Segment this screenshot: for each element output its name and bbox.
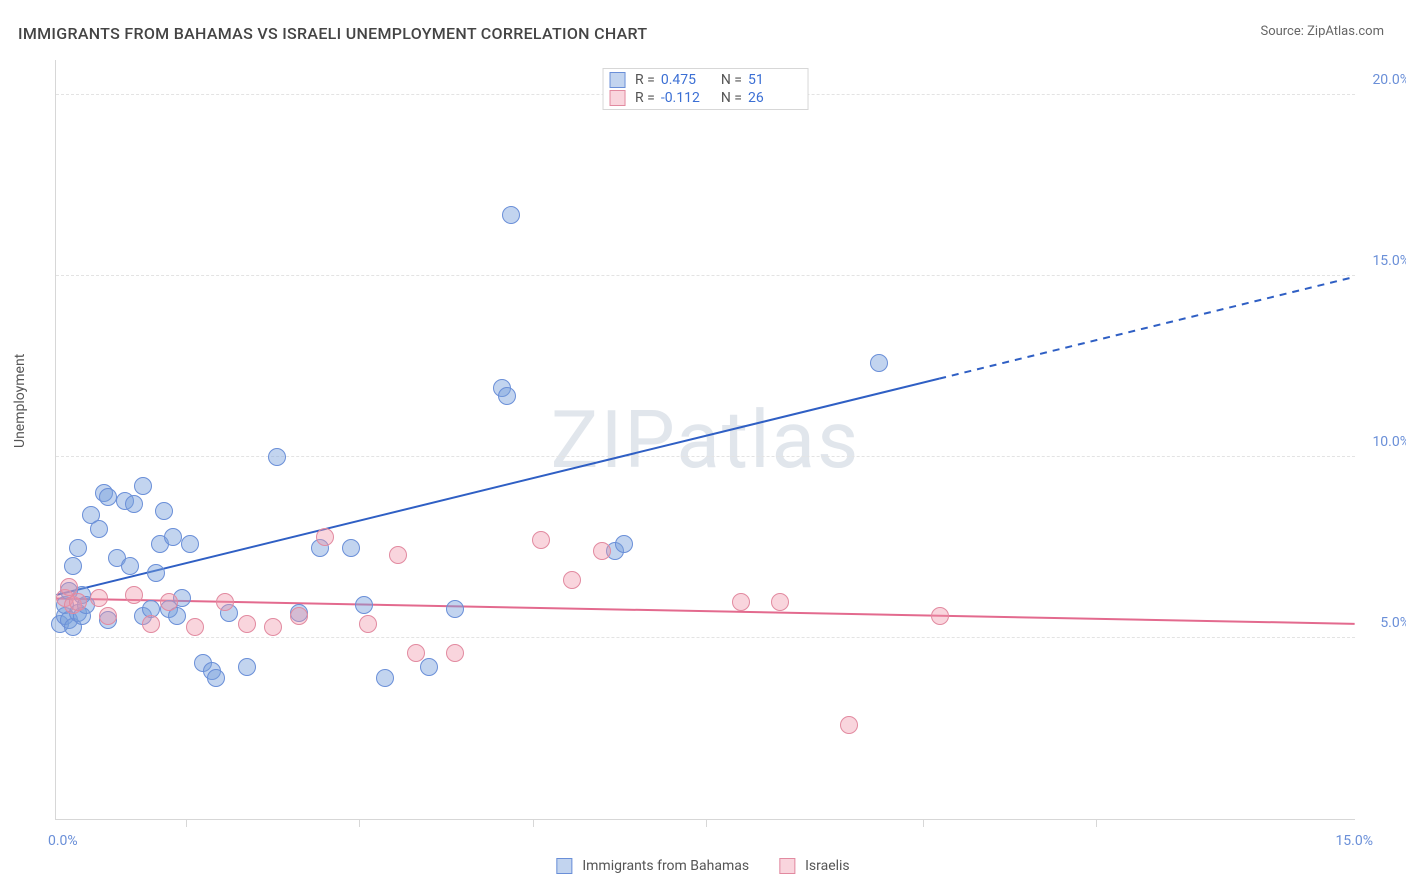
legend-R-label: R = <box>635 72 655 88</box>
trendline-bahamas <box>56 379 939 595</box>
legend-stat-row-israelis: R = -0.112 N = 26 <box>609 89 802 107</box>
watermark-text: ZIPatlas <box>551 393 861 487</box>
data-point-israelis <box>99 607 117 625</box>
data-point-israelis <box>563 571 581 589</box>
data-point-israelis <box>316 528 334 546</box>
x-tick <box>359 819 360 827</box>
gridline <box>56 637 1355 638</box>
data-point-bahamas <box>870 354 888 372</box>
gridline <box>56 456 1355 457</box>
data-point-israelis <box>593 542 611 560</box>
data-point-bahamas <box>342 539 360 557</box>
legend-item-bahamas: Immigrants from Bahamas <box>556 858 749 874</box>
data-point-israelis <box>142 615 160 633</box>
data-point-israelis <box>389 546 407 564</box>
data-point-israelis <box>90 589 108 607</box>
data-point-bahamas <box>64 557 82 575</box>
gridline <box>56 275 1355 276</box>
y-axis-label: Unemployment <box>12 354 28 448</box>
data-point-israelis <box>160 593 178 611</box>
data-point-bahamas <box>134 477 152 495</box>
data-point-bahamas <box>268 448 286 466</box>
legend-swatch-bahamas <box>556 858 572 874</box>
data-point-bahamas <box>446 600 464 618</box>
data-point-israelis <box>771 593 789 611</box>
legend-stat-row-bahamas: R = 0.475 N = 51 <box>609 71 802 89</box>
data-point-bahamas <box>164 528 182 546</box>
data-point-israelis <box>186 618 204 636</box>
data-point-bahamas <box>376 669 394 687</box>
x-tick <box>1096 819 1097 827</box>
data-point-israelis <box>264 618 282 636</box>
data-point-bahamas <box>147 564 165 582</box>
data-point-israelis <box>732 593 750 611</box>
x-tick <box>706 819 707 827</box>
data-point-bahamas <box>238 658 256 676</box>
legend-N-value-bahamas: 51 <box>748 72 802 88</box>
data-point-bahamas <box>69 539 87 557</box>
y-tick-label: 20.0% <box>1372 72 1406 88</box>
legend-swatch-israelis <box>609 90 625 106</box>
data-point-bahamas <box>207 669 225 687</box>
chart-title: IMMIGRANTS FROM BAHAMAS VS ISRAELI UNEMP… <box>18 24 647 43</box>
data-point-israelis <box>407 644 425 662</box>
x-tick <box>923 819 924 827</box>
legend-R-value-bahamas: 0.475 <box>661 72 715 88</box>
legend-label-bahamas: Immigrants from Bahamas <box>582 858 749 874</box>
data-point-israelis <box>238 615 256 633</box>
data-point-israelis <box>69 593 87 611</box>
legend-series: Immigrants from Bahamas Israelis <box>556 858 849 874</box>
plot-area: ZIPatlas 5.0%10.0%15.0%20.0% R =0.475N =… <box>55 60 1355 820</box>
legend-N-label: N = <box>721 72 742 88</box>
data-point-israelis <box>290 607 308 625</box>
legend-N-value-israelis: 26 <box>748 90 802 106</box>
data-point-bahamas <box>181 535 199 553</box>
data-point-bahamas <box>420 658 438 676</box>
data-point-bahamas <box>121 557 139 575</box>
data-point-bahamas <box>99 488 117 506</box>
data-point-bahamas <box>502 206 520 224</box>
data-point-israelis <box>359 615 377 633</box>
legend-R-label: R = <box>635 90 655 106</box>
legend-R-value-israelis: -0.112 <box>661 90 715 106</box>
data-point-israelis <box>125 586 143 604</box>
x-tick-left: 0.0% <box>48 833 78 849</box>
trendline-bahamas-dashed <box>939 277 1354 379</box>
data-point-bahamas <box>615 535 633 553</box>
x-tick-right: 15.0% <box>1335 833 1373 849</box>
data-point-israelis <box>532 531 550 549</box>
trendlines-layer <box>56 60 1355 819</box>
data-point-israelis <box>840 716 858 734</box>
data-point-israelis <box>931 607 949 625</box>
y-tick-label: 15.0% <box>1372 253 1406 269</box>
data-point-israelis <box>216 593 234 611</box>
source-credit: Source: ZipAtlas.com <box>1260 24 1384 39</box>
x-tick <box>186 819 187 827</box>
data-point-bahamas <box>125 495 143 513</box>
legend-stats-box: R = 0.475 N = 51 R = -0.112 N = 26 <box>602 68 809 110</box>
data-point-bahamas <box>155 502 173 520</box>
data-point-bahamas <box>355 596 373 614</box>
x-tick <box>533 819 534 827</box>
y-tick-label: 10.0% <box>1372 434 1406 450</box>
data-point-israelis <box>446 644 464 662</box>
y-tick-label: 5.0% <box>1380 615 1406 631</box>
legend-item-israelis: Israelis <box>779 858 850 874</box>
legend-label-israelis: Israelis <box>805 858 850 874</box>
legend-swatch-israelis <box>779 858 795 874</box>
data-point-bahamas <box>498 387 516 405</box>
legend-N-label: N = <box>721 90 742 106</box>
data-point-bahamas <box>90 520 108 538</box>
legend-swatch-bahamas <box>609 72 625 88</box>
